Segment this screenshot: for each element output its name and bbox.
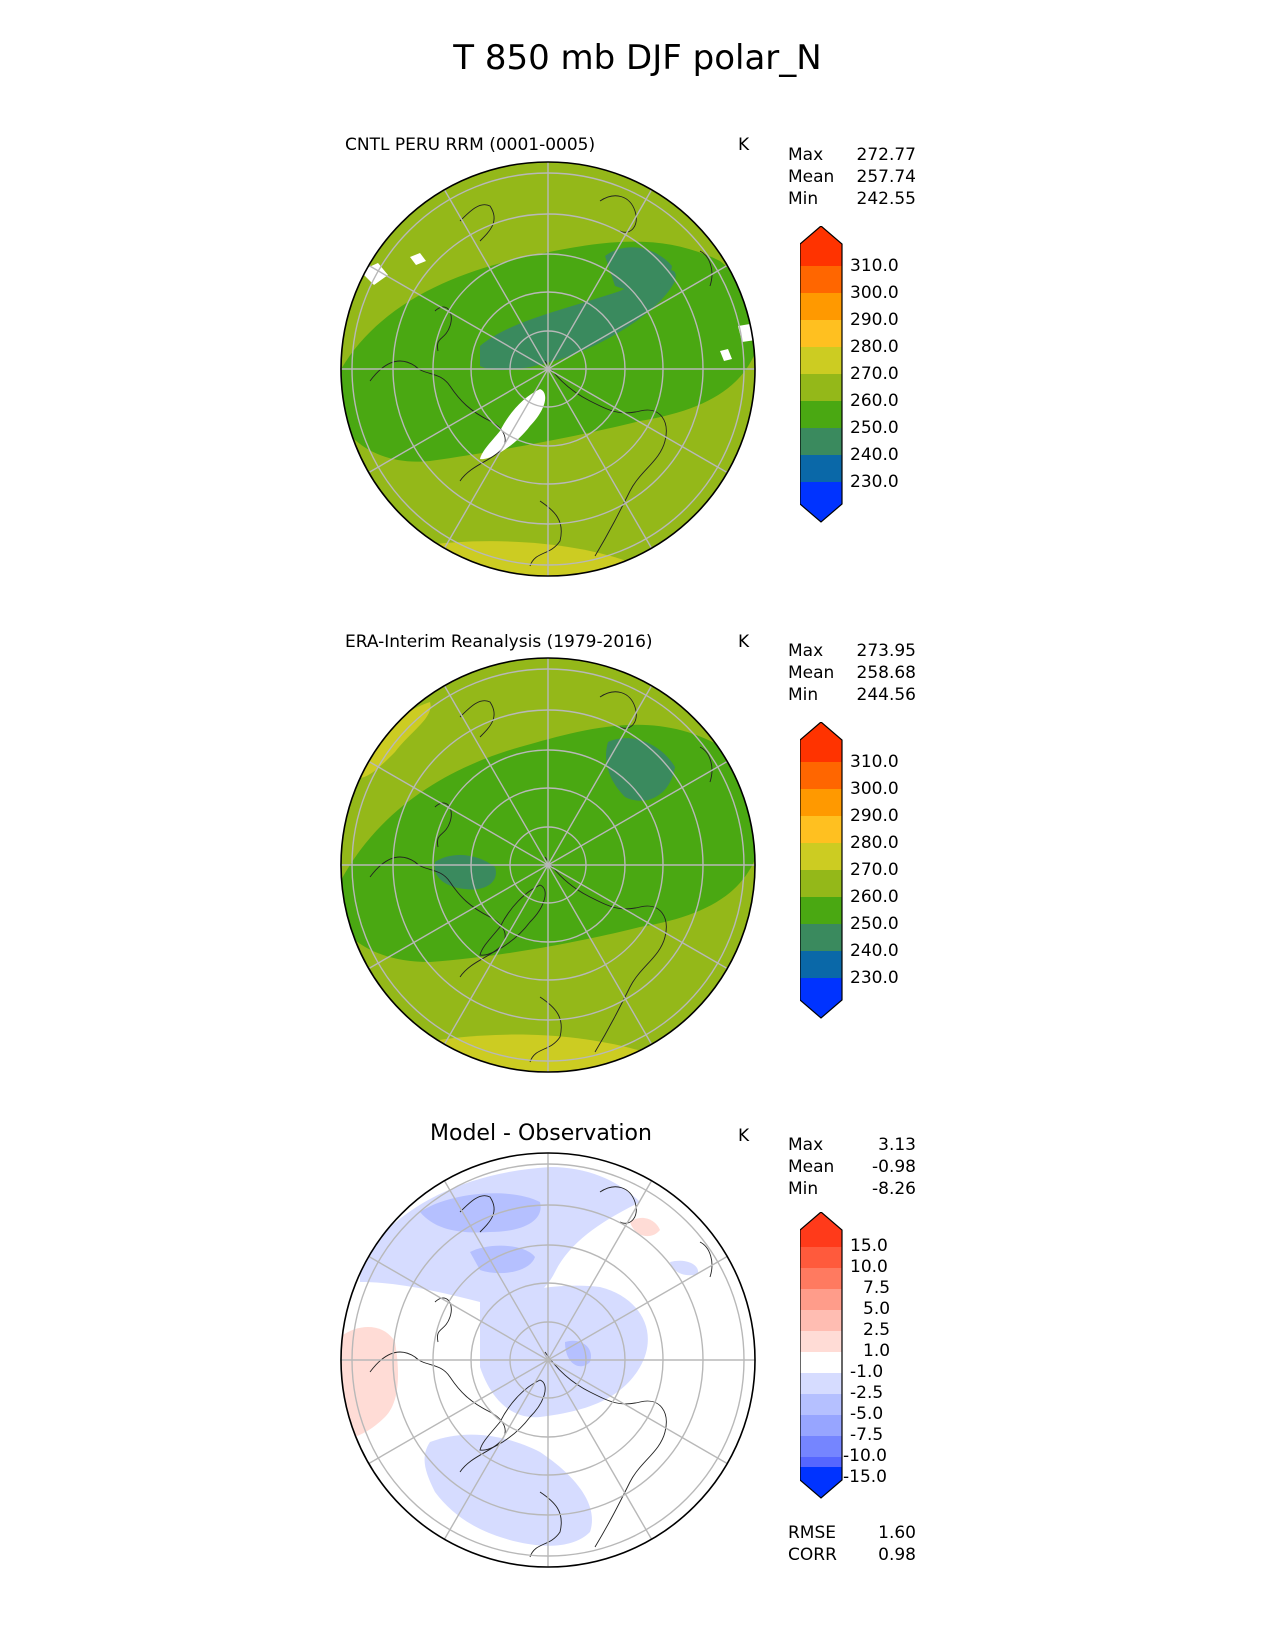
map-boundary bbox=[340, 657, 756, 1073]
missing-data-greenland bbox=[480, 389, 546, 460]
rmse-value: 1.60 bbox=[878, 1523, 916, 1543]
cbar-tick: 1.0 bbox=[863, 1341, 891, 1361]
panel-3-metrics: RMSE 1.60 CORR 0.98 bbox=[788, 1522, 916, 1566]
metric-label: CORR bbox=[788, 1545, 837, 1565]
cbar-tick: 290.0 bbox=[850, 310, 899, 330]
cbar-tick: 310.0 bbox=[850, 256, 899, 276]
stat-label: Max bbox=[788, 145, 824, 165]
panel-1-units: K bbox=[738, 135, 750, 155]
cbar-tick: -1.0 bbox=[850, 1362, 884, 1382]
stat-mean-value: -0.98 bbox=[872, 1157, 916, 1177]
cbar-tick: 2.5 bbox=[863, 1320, 891, 1340]
cbar-tick: 7.5 bbox=[863, 1278, 891, 1298]
missing-data-region bbox=[410, 253, 426, 265]
figure-title: T 850 mb DJF polar_N bbox=[453, 38, 822, 78]
colorbar-swatches bbox=[799, 721, 843, 1019]
cbar-tick: 300.0 bbox=[850, 283, 899, 303]
cbar-tick: -5.0 bbox=[850, 1404, 884, 1424]
cbar-tick: 270.0 bbox=[850, 364, 899, 384]
cbar-tick: 10.0 bbox=[850, 1257, 888, 1277]
map-boundary bbox=[340, 1152, 756, 1568]
cbar-tick: 280.0 bbox=[850, 337, 899, 357]
cbar-tick: 300.0 bbox=[850, 779, 899, 799]
stat-max-value: 273.95 bbox=[856, 641, 916, 661]
field-minus2-band bbox=[420, 1193, 541, 1233]
stat-label: Min bbox=[788, 1179, 819, 1199]
stat-label: Max bbox=[788, 641, 824, 661]
stat-min-value: 244.56 bbox=[856, 685, 916, 705]
stat-max-value: 3.13 bbox=[878, 1135, 916, 1155]
stat-min-value: 242.55 bbox=[856, 189, 916, 209]
graticule bbox=[341, 658, 755, 1072]
panel-2-polar-map bbox=[340, 657, 756, 1073]
corr-value: 0.98 bbox=[878, 1545, 916, 1565]
field-plus1-band bbox=[630, 1217, 660, 1237]
stat-min-value: -8.26 bbox=[872, 1179, 916, 1199]
panel-1-polar-map bbox=[340, 161, 756, 577]
field-250-band bbox=[480, 270, 676, 371]
colorbar-swatches bbox=[799, 1211, 843, 1499]
field-280-band bbox=[355, 702, 431, 778]
stat-mean-value: 257.74 bbox=[856, 167, 916, 187]
panel-1-colorbar: 310.0 300.0 290.0 280.0 270.0 260.0 250.… bbox=[799, 225, 930, 526]
cbar-tick: -2.5 bbox=[850, 1383, 884, 1403]
panel-1-stats: Max 272.77 Mean 257.74 Min 242.55 bbox=[788, 144, 916, 210]
cbar-tick: 260.0 bbox=[850, 887, 899, 907]
panel-2-units: K bbox=[738, 632, 750, 652]
graticule bbox=[341, 162, 755, 576]
cbar-tick: -7.5 bbox=[850, 1425, 884, 1445]
graticule bbox=[341, 1153, 755, 1567]
stat-label: Mean bbox=[788, 167, 835, 187]
cbar-tick: 250.0 bbox=[850, 418, 899, 438]
cbar-tick: 290.0 bbox=[850, 806, 899, 826]
panel-3-title: Model - Observation bbox=[430, 1121, 652, 1146]
cbar-tick: 280.0 bbox=[850, 833, 899, 853]
panel-2-stats: Max 273.95 Mean 258.68 Min 244.56 bbox=[788, 640, 916, 706]
panel-3-stats: Max 3.13 Mean -0.98 Min -8.26 bbox=[788, 1134, 916, 1200]
field-minus1-band bbox=[360, 1167, 640, 1306]
map-boundary bbox=[340, 161, 756, 577]
cbar-tick: 240.0 bbox=[850, 445, 899, 465]
stat-mean-value: 258.68 bbox=[856, 663, 916, 683]
cbar-tick: 5.0 bbox=[863, 1299, 891, 1319]
panel-3-polar-map bbox=[340, 1152, 756, 1568]
panel-1-title: CNTL PERU RRM (0001-0005) bbox=[345, 135, 596, 155]
panel-2-title: ERA-Interim Reanalysis (1979-2016) bbox=[345, 632, 653, 652]
cbar-tick: 15.0 bbox=[850, 1236, 888, 1256]
field-plus1-band bbox=[341, 1326, 398, 1439]
panel-3-colorbar: 15.0 10.0 7.5 5.0 2.5 1.0 -1.0 -2.5 -5.0… bbox=[799, 1211, 930, 1502]
cbar-tick: 260.0 bbox=[850, 391, 899, 411]
coastlines bbox=[369, 1186, 713, 1558]
cbar-tick: 240.0 bbox=[850, 941, 899, 961]
cbar-tick: -15.0 bbox=[843, 1467, 887, 1487]
panel-3-units: K bbox=[738, 1126, 750, 1146]
cbar-tick: 310.0 bbox=[850, 752, 899, 772]
cbar-tick: 250.0 bbox=[850, 914, 899, 934]
cbar-tick: 270.0 bbox=[850, 860, 899, 880]
cbar-tick: 230.0 bbox=[850, 472, 899, 492]
stat-label: Mean bbox=[788, 1157, 835, 1177]
stat-label: Min bbox=[788, 189, 819, 209]
missing-data-region bbox=[720, 349, 732, 361]
field-250-band bbox=[434, 855, 496, 890]
metric-label: RMSE bbox=[788, 1523, 837, 1543]
field-250-band bbox=[605, 738, 675, 801]
panel-2-colorbar: 310.0 300.0 290.0 280.0 270.0 260.0 250.… bbox=[799, 721, 930, 1022]
stat-label: Max bbox=[788, 1135, 824, 1155]
stat-label: Mean bbox=[788, 663, 835, 683]
coastlines bbox=[369, 195, 713, 567]
cbar-tick: -10.0 bbox=[843, 1446, 887, 1466]
stat-max-value: 272.77 bbox=[856, 145, 916, 165]
field-minus1-band bbox=[670, 1260, 699, 1276]
cbar-tick: 230.0 bbox=[850, 968, 899, 988]
field-minus1-band bbox=[424, 1434, 592, 1546]
coastlines bbox=[369, 691, 713, 1063]
colorbar-swatches bbox=[799, 225, 843, 523]
stat-label: Min bbox=[788, 685, 819, 705]
